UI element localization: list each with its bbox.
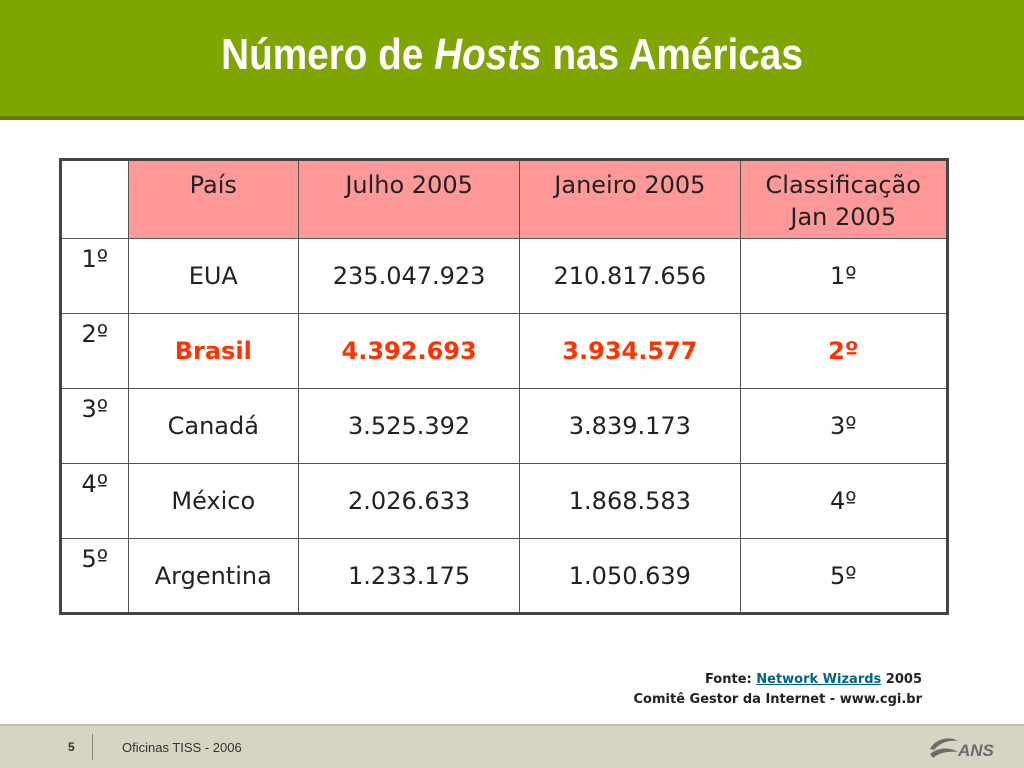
title-bar-divider bbox=[0, 116, 1024, 120]
source-prefix: Fonte: bbox=[704, 672, 757, 687]
country-cell: Brasil bbox=[127, 313, 299, 389]
logo-swoosh-bottom bbox=[930, 748, 958, 758]
july-value-cell: 1.233.175 bbox=[297, 538, 521, 614]
classification-cell: 4º bbox=[739, 463, 948, 539]
january-value-cell: 3.934.577 bbox=[519, 313, 741, 389]
header-july-2005: Julho 2005 bbox=[297, 159, 521, 239]
rank-cell: 3º bbox=[60, 388, 129, 464]
july-value-cell: 235.047.923 bbox=[297, 238, 521, 314]
footer-text: Oficinas TISS - 2006 bbox=[122, 740, 242, 755]
footer-divider-line bbox=[0, 724, 1024, 726]
title-bar bbox=[0, 0, 1024, 118]
country-cell: Argentina bbox=[127, 538, 299, 614]
footer-bar bbox=[0, 726, 1024, 768]
title-prefix: Número de bbox=[221, 30, 435, 79]
country-cell: EUA bbox=[127, 238, 299, 314]
july-value-cell: 4.392.693 bbox=[297, 313, 521, 389]
classification-cell: 1º bbox=[739, 238, 948, 314]
header-country: País bbox=[127, 159, 299, 239]
header-classification-line1: Classificação bbox=[765, 171, 921, 199]
title-emphasis: Hosts bbox=[434, 30, 542, 79]
table-row: 3º Canadá 3.525.392 3.839.173 3º bbox=[60, 388, 948, 464]
table-row: 1º EUA 235.047.923 210.817.656 1º bbox=[60, 238, 948, 314]
country-cell: Canadá bbox=[127, 388, 299, 464]
classification-cell: 3º bbox=[739, 388, 948, 464]
table-row: 4º México 2.026.633 1.868.583 4º bbox=[60, 463, 948, 539]
page-number: 5 bbox=[68, 740, 75, 754]
rank-cell: 1º bbox=[60, 238, 129, 314]
source-year: 2005 bbox=[881, 672, 922, 687]
header-corner-cell bbox=[60, 159, 129, 239]
rank-cell: 2º bbox=[60, 313, 129, 389]
rank-cell: 5º bbox=[60, 538, 129, 614]
january-value-cell: 1.868.583 bbox=[519, 463, 741, 539]
title-suffix: nas Américas bbox=[541, 30, 803, 79]
january-value-cell: 1.050.639 bbox=[519, 538, 741, 614]
july-value-cell: 2.026.633 bbox=[297, 463, 521, 539]
table-row-highlighted: 2º Brasil 4.392.693 3.934.577 2º bbox=[60, 313, 948, 389]
logo-swoosh-top bbox=[930, 738, 958, 750]
header-classification-line2: Jan 2005 bbox=[790, 203, 897, 231]
slide-title: Número de Hosts nas Américas bbox=[61, 30, 962, 80]
january-value-cell: 3.839.173 bbox=[519, 388, 741, 464]
network-wizards-link[interactable]: Network Wizards bbox=[756, 672, 882, 687]
source-line-1: Fonte: Network Wizards 2005 bbox=[634, 670, 922, 690]
rank-cell: 4º bbox=[60, 463, 129, 539]
country-cell: México bbox=[127, 463, 299, 539]
logo-text: ANS bbox=[957, 741, 995, 760]
header-january-2005: Janeiro 2005 bbox=[519, 159, 741, 239]
classification-cell: 2º bbox=[739, 313, 948, 389]
ans-logo-icon: ANS bbox=[930, 738, 995, 760]
july-value-cell: 3.525.392 bbox=[297, 388, 521, 464]
table-row: 5º Argentina 1.233.175 1.050.639 5º bbox=[60, 538, 948, 614]
source-line-2: Comitê Gestor da Internet - www.cgi.br bbox=[633, 692, 922, 707]
classification-cell: 5º bbox=[739, 538, 948, 614]
table-header-row: País Julho 2005 Janeiro 2005 Classificaç… bbox=[60, 159, 948, 239]
january-value-cell: 210.817.656 bbox=[519, 238, 741, 314]
hosts-table: País Julho 2005 Janeiro 2005 Classificaç… bbox=[59, 158, 949, 615]
header-classification: Classificação Jan 2005 bbox=[739, 159, 948, 239]
footer-separator bbox=[92, 734, 93, 760]
source-note: Fonte: Network Wizards 2005 Comitê Gesto… bbox=[634, 670, 922, 710]
